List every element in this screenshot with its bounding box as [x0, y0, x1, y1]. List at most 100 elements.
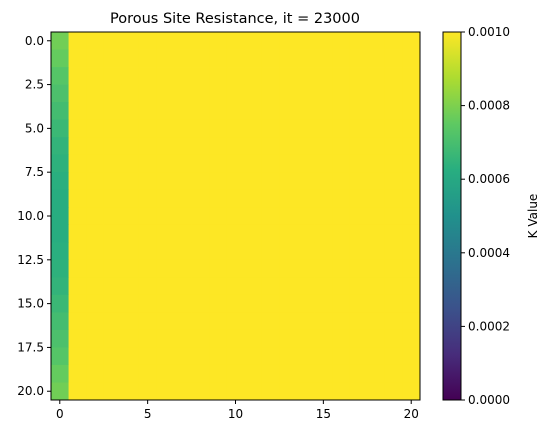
- heatmap-cell: [121, 382, 140, 401]
- chart-title: Porous Site Resistance, it = 23000: [110, 11, 360, 27]
- heatmap-cell: [156, 67, 175, 85]
- heatmap-cell: [349, 119, 368, 138]
- heatmap-cell: [209, 364, 228, 383]
- heatmap-cell: [51, 294, 69, 313]
- heatmap-cell: [332, 49, 351, 68]
- heatmap-cell: [86, 172, 105, 191]
- heatmap-cell: [191, 242, 210, 261]
- heatmap-cell: [261, 119, 280, 138]
- heatmap-cell: [226, 49, 245, 68]
- heatmap-cell: [51, 189, 69, 208]
- heatmap-cell: [367, 224, 386, 243]
- heatmap-cell: [121, 329, 140, 348]
- heatmap-cell: [51, 382, 69, 401]
- heatmap-cell: [402, 67, 421, 85]
- y-tick-label: 20.0: [17, 384, 44, 398]
- heatmap-cell: [209, 347, 228, 366]
- heatmap-cell: [297, 294, 315, 313]
- heatmap-cell: [191, 312, 210, 331]
- heatmap-cell: [384, 277, 403, 296]
- heatmap-cell: [279, 102, 298, 121]
- heatmap-cell: [68, 49, 87, 68]
- heatmap-cell: [384, 294, 403, 313]
- heatmap-cell: [191, 224, 210, 243]
- heatmap-cell: [174, 207, 192, 226]
- heatmap-cell: [174, 154, 192, 173]
- heatmap-cell: [367, 242, 386, 261]
- heatmap-cell: [51, 364, 69, 383]
- heatmap-cell: [68, 102, 87, 121]
- heatmap-cell: [332, 294, 351, 313]
- colorbar-tick-label: 0.0002: [468, 319, 510, 333]
- heatmap-cell: [349, 154, 368, 173]
- heatmap-cell: [209, 137, 228, 156]
- heatmap-cell: [68, 259, 87, 278]
- heatmap-cell: [138, 172, 157, 191]
- heatmap-cell: [51, 84, 69, 103]
- heatmap-cell: [86, 364, 105, 383]
- heatmap-cell: [367, 84, 386, 103]
- heatmap-cell: [174, 189, 192, 208]
- heatmap-cell: [226, 364, 245, 383]
- heatmap-cell: [244, 329, 263, 348]
- heatmap-cell: [103, 84, 122, 103]
- heatmap-cell: [174, 242, 192, 261]
- heatmap-cell: [68, 189, 87, 208]
- heatmap-cell: [209, 242, 228, 261]
- y-axis: 0.0 2.5 5.0 7.5 10.0 12.5 15.0 17.5 20.0: [17, 34, 51, 398]
- heatmap-cell: [279, 49, 298, 68]
- heatmap-cell: [156, 242, 175, 261]
- heatmap-cell: [191, 189, 210, 208]
- heatmap-cell: [279, 294, 298, 313]
- heatmap-cell: [332, 259, 351, 278]
- y-tick-label: 15.0: [17, 297, 44, 311]
- heatmap-cell: [384, 84, 403, 103]
- heatmap-cell: [367, 189, 386, 208]
- heatmap-cell: [68, 67, 87, 85]
- heatmap-cell: [332, 277, 351, 296]
- heatmap-cell: [209, 172, 228, 191]
- heatmap-cell: [384, 189, 403, 208]
- heatmap-cell: [51, 119, 69, 138]
- heatmap-cell: [86, 294, 105, 313]
- heatmap-cell: [68, 312, 87, 331]
- heatmap-cell: [402, 154, 421, 173]
- heatmap-cell: [191, 119, 210, 138]
- heatmap-cell: [226, 84, 245, 103]
- heatmap-cell: [297, 189, 315, 208]
- heatmap-cell: [279, 119, 298, 138]
- heatmap-cell: [121, 67, 140, 85]
- heatmap-cell: [86, 312, 105, 331]
- heatmap-cell: [103, 259, 122, 278]
- heatmap-cell: [51, 347, 69, 366]
- heatmap-cell: [51, 154, 69, 173]
- heatmap-cell: [103, 32, 122, 50]
- y-tick-label: 10.0: [17, 209, 44, 223]
- heatmap-cell: [174, 312, 192, 331]
- heatmap-cell: [314, 102, 333, 121]
- heatmap-cell: [332, 154, 351, 173]
- heatmap-cell: [174, 294, 192, 313]
- heatmap-cell: [314, 312, 333, 331]
- heatmap-cell: [244, 102, 263, 121]
- heatmap-cell: [138, 49, 157, 68]
- heatmap-cell: [51, 49, 69, 68]
- heatmap-cell: [332, 207, 351, 226]
- heatmap-cell: [367, 137, 386, 156]
- heatmap-cell: [138, 294, 157, 313]
- heatmap-cell: [402, 32, 421, 50]
- heatmap-cell: [244, 154, 263, 173]
- heatmap-cell: [174, 67, 192, 85]
- heatmap-cell: [244, 312, 263, 331]
- heatmap-cell: [51, 102, 69, 121]
- heatmap-cell: [191, 277, 210, 296]
- heatmap-cell: [226, 382, 245, 401]
- heatmap-cell: [51, 224, 69, 243]
- heatmap-cell: [191, 84, 210, 103]
- heatmap-cell: [86, 154, 105, 173]
- heatmap-cell: [226, 259, 245, 278]
- heatmap-cell: [297, 207, 315, 226]
- heatmap-cell: [121, 242, 140, 261]
- heatmap-cell: [86, 224, 105, 243]
- heatmap-cell: [384, 242, 403, 261]
